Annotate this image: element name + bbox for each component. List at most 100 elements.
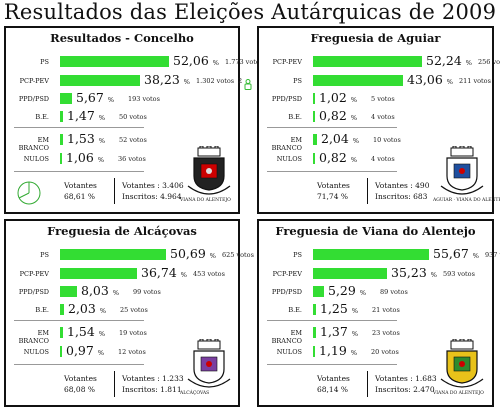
result-row: NULOS 1,06 % 36 votos (6, 150, 238, 167)
pie-chart-icon (16, 180, 42, 210)
party-label: B.E. (35, 306, 49, 314)
party-label: PCP-PEV (272, 58, 302, 66)
turnout-label: Votantes (317, 181, 350, 190)
result-bar (313, 304, 316, 315)
panel-title: Freguesia de Viana do Alentejo (275, 224, 476, 238)
party-label: PCP-PEV (19, 270, 49, 278)
result-row: PCP-PEV 36,74 % 453 votos (6, 265, 238, 282)
percentage-value: 0,82 (319, 108, 347, 123)
percentage-value: 1,53 (67, 131, 95, 146)
percentage-value: 0,97 (66, 343, 94, 358)
party-label: PS (293, 77, 302, 85)
result-row: B.E. 2,03 % 25 votos (6, 301, 238, 318)
percent-unit: % (107, 96, 115, 104)
percentage: 1,06 % (66, 150, 104, 165)
percentage-value: 50,69 (170, 246, 206, 261)
percentage: 52,24 % (426, 53, 472, 68)
percentage: 2,04 % (321, 131, 359, 146)
percent-unit: % (351, 307, 359, 315)
percent-unit: % (180, 271, 187, 279)
percentage: 0,82 % (319, 150, 357, 165)
result-bar (313, 75, 403, 86)
percent-unit: % (212, 59, 219, 67)
percent-unit: % (183, 78, 190, 86)
party-label: PPD/PSD (271, 95, 302, 103)
percentage: 0,97 % (66, 343, 104, 358)
panel-title: Resultados - Concelho (50, 31, 194, 45)
crest-caption: VIANA DO ALENTEJO (433, 391, 484, 396)
percent-unit: % (350, 349, 358, 357)
vote-count: 12 votos (118, 348, 146, 356)
turnout-label: Votantes (64, 181, 97, 190)
divider (14, 364, 144, 365)
turnout-label: Votantes (64, 374, 97, 383)
result-row: PCP-PEV 52,24 % 256 votos (259, 53, 500, 70)
result-bar (60, 111, 63, 122)
result-bar (313, 111, 315, 122)
crest-caption: ALCÁÇOVAS (180, 391, 210, 396)
vote-count: 211 votos (459, 77, 491, 85)
percentage-value: 2,04 (321, 131, 349, 146)
panel-viana: Freguesia de Viana do Alentejo PS 55,67 % 9… (257, 219, 500, 407)
percentage-value: 35,23 (391, 265, 427, 280)
percentage-value: 1,02 (319, 90, 347, 105)
percentage: 8,03 % (81, 283, 119, 298)
percentage: 1,25 % (320, 301, 358, 316)
percentage-value: 0,82 (319, 150, 347, 165)
result-bar (60, 268, 137, 279)
percent-unit: % (465, 59, 472, 67)
percent-unit: % (430, 271, 437, 279)
result-row: B.E. 0,82 % 4 votos (259, 108, 492, 125)
divider (267, 364, 397, 365)
result-row: PPD/PSD 1,02 % 5 votos (259, 90, 492, 107)
percent-unit: % (98, 330, 106, 338)
result-row: PPD/PSD 5,29 % 89 votos (259, 283, 492, 300)
percent-unit: % (98, 114, 106, 122)
result-bar (60, 286, 77, 297)
vote-count: 52 votos (119, 136, 147, 144)
turnout-label: Votantes (317, 374, 350, 383)
party-label: NULOS (276, 348, 302, 356)
page-title: Resultados das Eleições Autárquicas de 2… (3, 0, 497, 24)
percent-unit: % (352, 137, 360, 145)
result-bar (60, 56, 169, 67)
percent-unit: % (98, 137, 106, 145)
percentage: 36,74 % (141, 265, 187, 280)
percent-unit: % (87, 192, 96, 201)
result-bar (313, 56, 422, 67)
divider (14, 171, 144, 172)
percentage-value: 38,23 (144, 72, 180, 87)
result-bar (60, 249, 166, 260)
panel-alcacovas: Freguesia de Alcáçovas PS 50,69 % 625 votos… (4, 219, 254, 407)
percentage-value: 1,47 (67, 108, 95, 123)
registered-count: Inscritos: 1.811 (122, 385, 182, 394)
panel-title: Freguesia de Aguiar (310, 31, 441, 45)
turnout-value: 71,74 (317, 192, 339, 201)
vote-count: 19 votos (119, 329, 147, 337)
percent-unit: % (359, 289, 367, 297)
percent-unit: % (112, 289, 120, 297)
footer-divider (367, 371, 368, 397)
vote-count: 25 votos (120, 306, 148, 314)
party-label: PS (40, 58, 49, 66)
vote-count: 20 votos (371, 348, 399, 356)
crest-caption: VIANA DO ALENTEJO (180, 198, 231, 203)
vote-count: 4 votos (371, 155, 395, 163)
voters-count: Votantes : 3.406 (122, 181, 184, 190)
percentage-value: 2,03 (68, 301, 96, 316)
percentage: 38,23 % (144, 72, 190, 87)
seat-count: 2 (238, 77, 243, 85)
result-row: PCP-PEV 35,23 % 593 votos (259, 265, 492, 282)
result-bar (313, 346, 315, 357)
percent-unit: % (350, 156, 358, 164)
party-label: B.E. (35, 113, 49, 121)
turnout-percentage: 71,74 % (317, 192, 348, 202)
percent-unit: % (87, 385, 96, 394)
result-bar (313, 286, 324, 297)
percent-unit: % (350, 114, 358, 122)
percentage: 1,54 % (67, 324, 105, 339)
result-row: PS 55,67 % 937 votos (259, 246, 500, 263)
percentage: 43,06 % (407, 72, 453, 87)
turnout-value: 68,08 (64, 385, 86, 394)
